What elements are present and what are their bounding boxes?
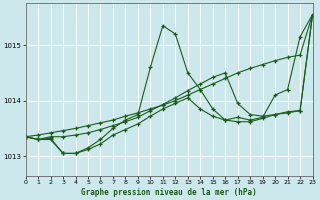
X-axis label: Graphe pression niveau de la mer (hPa): Graphe pression niveau de la mer (hPa) [81, 188, 257, 197]
